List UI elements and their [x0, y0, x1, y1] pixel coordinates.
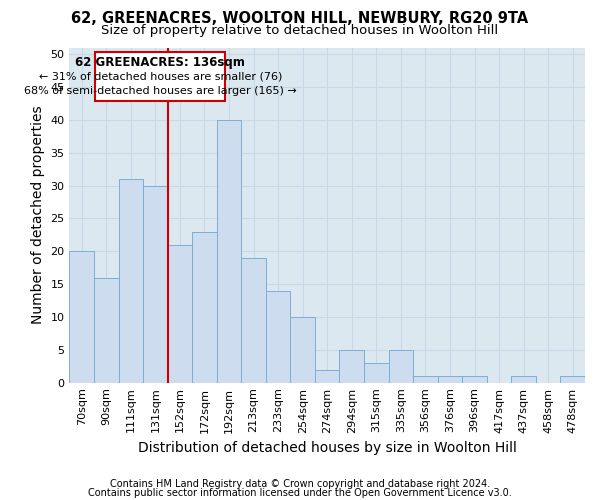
Bar: [364, 363, 389, 382]
Text: 62 GREENACRES: 136sqm: 62 GREENACRES: 136sqm: [76, 56, 245, 70]
Text: 68% of semi-detached houses are larger (165) →: 68% of semi-detached houses are larger (…: [24, 86, 296, 96]
Text: ← 31% of detached houses are smaller (76): ← 31% of detached houses are smaller (76…: [38, 72, 282, 82]
X-axis label: Distribution of detached houses by size in Woolton Hill: Distribution of detached houses by size …: [138, 441, 517, 455]
Bar: [560, 376, 585, 382]
Bar: [437, 376, 462, 382]
FancyBboxPatch shape: [95, 52, 226, 102]
Bar: [413, 376, 437, 382]
Text: Size of property relative to detached houses in Woolton Hill: Size of property relative to detached ho…: [101, 24, 499, 37]
Text: Contains HM Land Registry data © Crown copyright and database right 2024.: Contains HM Land Registry data © Crown c…: [110, 479, 490, 489]
Bar: [389, 350, 413, 382]
Bar: [315, 370, 340, 382]
Y-axis label: Number of detached properties: Number of detached properties: [31, 106, 45, 324]
Bar: [340, 350, 364, 382]
Bar: [143, 186, 167, 382]
Bar: [217, 120, 241, 382]
Bar: [241, 258, 266, 382]
Bar: [167, 244, 192, 382]
Bar: [511, 376, 536, 382]
Bar: [192, 232, 217, 382]
Bar: [119, 179, 143, 382]
Text: 62, GREENACRES, WOOLTON HILL, NEWBURY, RG20 9TA: 62, GREENACRES, WOOLTON HILL, NEWBURY, R…: [71, 11, 529, 26]
Text: Contains public sector information licensed under the Open Government Licence v3: Contains public sector information licen…: [88, 488, 512, 498]
Bar: [462, 376, 487, 382]
Bar: [94, 278, 119, 382]
Bar: [266, 290, 290, 382]
Bar: [70, 251, 94, 382]
Bar: [290, 317, 315, 382]
